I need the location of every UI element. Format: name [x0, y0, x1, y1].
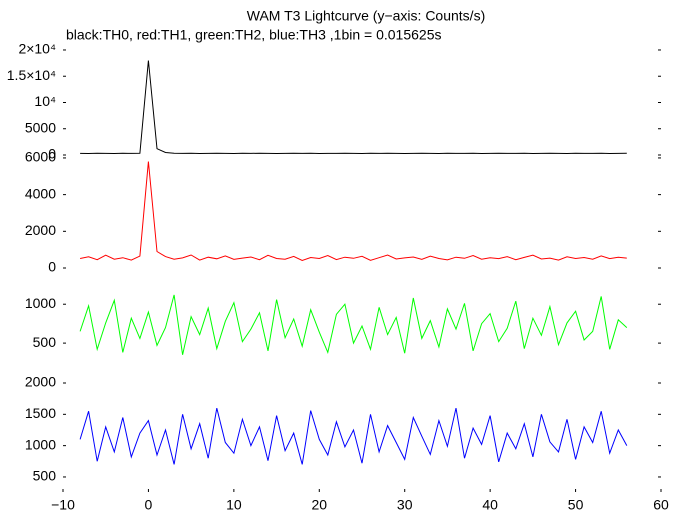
y-tick-label: 1000 — [25, 436, 56, 452]
x-tick-label: 50 — [568, 497, 584, 513]
y-tick-label: 1000 — [25, 295, 56, 311]
x-tick-label: 20 — [311, 497, 327, 513]
x-tick-label: 10 — [226, 497, 242, 513]
y-tick-label: 1.5×10⁴ — [7, 67, 56, 83]
y-tick-label: 0 — [48, 259, 56, 275]
chart-title: WAM T3 Lightcurve (y−axis: Counts/s) — [247, 8, 485, 24]
y-tick-label: 0 — [48, 146, 56, 162]
chart-subtitle: black:TH0, red:TH1, green:TH2, blue:TH3 … — [66, 27, 441, 43]
series-line — [79, 294, 628, 355]
y-tick-label: 2000 — [25, 374, 56, 390]
y-tick-label: 2×10⁴ — [18, 41, 56, 57]
x-tick-label: 0 — [145, 497, 153, 513]
y-tick-label: 4000 — [25, 185, 56, 201]
x-tick-label: 30 — [397, 497, 413, 513]
x-tick-label: 40 — [482, 497, 498, 513]
y-tick-label: 5000 — [25, 119, 56, 135]
y-tick-label: 500 — [33, 334, 57, 350]
series-line — [80, 60, 627, 155]
x-tick-label: 60 — [653, 497, 669, 513]
y-tick-label: 10⁴ — [34, 93, 56, 109]
y-tick-label: 1500 — [25, 405, 56, 421]
y-tick-label: 500 — [33, 468, 57, 484]
y-tick-label: 6000 — [25, 149, 56, 165]
y-tick-label: 2000 — [25, 222, 56, 238]
x-tick-label: −10 — [51, 497, 75, 513]
series-line — [80, 161, 627, 262]
series-line — [79, 407, 628, 465]
